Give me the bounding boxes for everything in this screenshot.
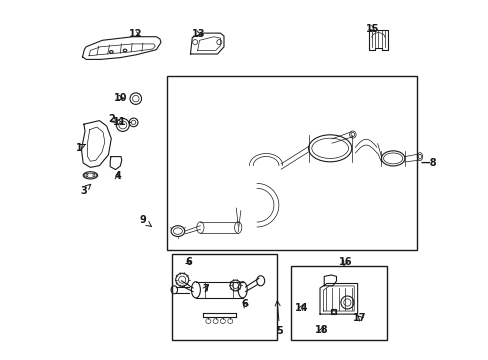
Bar — [172, 254, 276, 340]
Text: 2: 2 — [108, 114, 117, 124]
Text: 12: 12 — [129, 29, 142, 39]
Text: 13: 13 — [192, 29, 205, 39]
Text: 6: 6 — [185, 257, 192, 267]
Text: 6: 6 — [241, 299, 248, 309]
Bar — [330, 309, 336, 314]
Text: 3: 3 — [80, 184, 90, 196]
Text: 18: 18 — [314, 325, 328, 336]
Text: 17: 17 — [352, 312, 366, 323]
Text: 16: 16 — [338, 257, 351, 267]
Text: 4: 4 — [114, 171, 121, 181]
Text: 14: 14 — [294, 303, 307, 313]
Text: 5: 5 — [275, 301, 283, 336]
Text: 9: 9 — [139, 215, 151, 226]
Text: 11: 11 — [112, 117, 126, 127]
Bar — [167, 76, 416, 250]
Bar — [331, 310, 334, 313]
Text: 15: 15 — [365, 24, 378, 34]
Text: 7: 7 — [202, 284, 208, 294]
Bar — [291, 266, 386, 340]
Text: 1: 1 — [75, 143, 85, 153]
Text: 10: 10 — [113, 93, 127, 103]
Text: —8: —8 — [420, 158, 437, 168]
